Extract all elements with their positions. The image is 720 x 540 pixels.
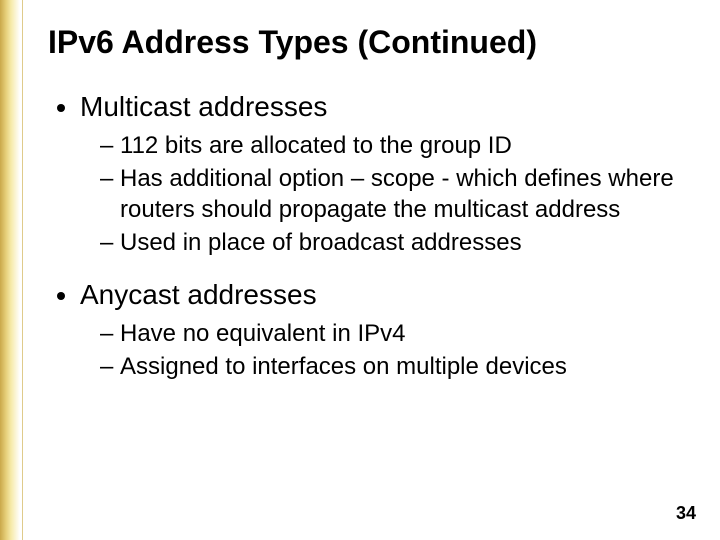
bullet-label: Multicast addresses — [80, 91, 327, 122]
bullet-item: Anycast addresses Have no equivalent in … — [80, 277, 690, 382]
sub-bullet-list: Have no equivalent in IPv4 Assigned to i… — [80, 318, 690, 382]
sub-bullet-item: Used in place of broadcast addresses — [100, 227, 690, 258]
sub-bullet-item: Assigned to interfaces on multiple devic… — [100, 351, 690, 382]
slide-content: IPv6 Address Types (Continued) Multicast… — [48, 24, 690, 386]
sub-bullet-item: Have no equivalent in IPv4 — [100, 318, 690, 349]
page-number: 34 — [676, 503, 696, 524]
sub-bullet-list: 112 bits are allocated to the group ID H… — [80, 130, 690, 259]
bullet-item: Multicast addresses 112 bits are allocat… — [80, 89, 690, 259]
side-stripe — [0, 0, 30, 540]
bullet-list: Multicast addresses 112 bits are allocat… — [48, 89, 690, 382]
side-stripe-gradient — [0, 0, 20, 540]
slide-title: IPv6 Address Types (Continued) — [48, 24, 690, 61]
side-stripe-accent-line — [22, 0, 23, 540]
bullet-label: Anycast addresses — [80, 279, 317, 310]
sub-bullet-item: 112 bits are allocated to the group ID — [100, 130, 690, 161]
sub-bullet-item: Has additional option – scope - which de… — [100, 163, 690, 225]
